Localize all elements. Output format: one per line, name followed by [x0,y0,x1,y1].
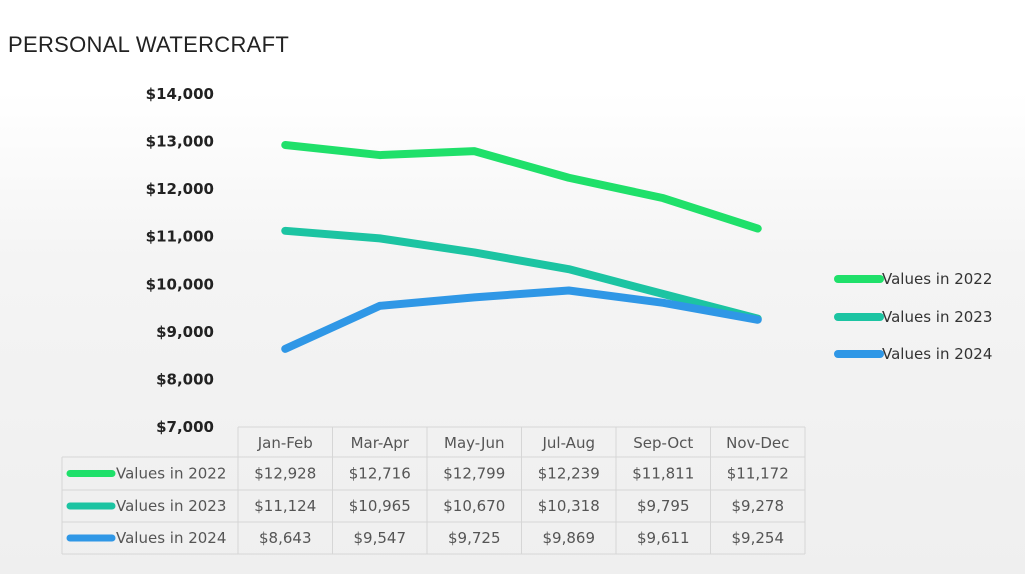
data-point [757,319,759,321]
data-point [379,154,381,156]
y-tick-label: $14,000 [146,85,214,103]
x-tick-label: Jan-Feb [257,434,313,452]
legend-label: Values in 2024 [882,345,992,363]
data-label: $11,124 [254,497,316,515]
data-table: Jan-Feb Mar-Apr May-Jun Jul-Aug Sep-Oct Nov-D… [61,426,806,555]
data-point [662,302,664,304]
data-point [662,197,664,199]
y-tick-label: $10,000 [146,275,214,293]
x-tick-label: Jul-Aug [542,434,595,452]
series-line-1 [281,226,762,323]
data-point [568,290,570,292]
data-label: $9,611 [637,529,690,547]
data-point [379,237,381,239]
data-point [473,150,475,152]
data-point [284,348,286,350]
data-label: $11,172 [727,465,789,483]
data-label: $8,643 [259,529,312,547]
data-point [662,293,664,295]
x-tick-label: Nov-Dec [726,434,789,452]
data-point [284,144,286,146]
series-line-2 [281,286,762,353]
data-point [568,177,570,179]
y-tick-label: $7,000 [156,418,214,436]
legend: Values in 2022 Values in 2023 Values in 20… [834,270,992,363]
data-point [473,296,475,298]
y-tick-label: $13,000 [146,133,214,151]
y-tick-label: $11,000 [146,228,214,246]
data-label: $12,239 [538,465,600,483]
data-label: $10,318 [538,497,600,515]
data-label: $9,254 [732,529,785,547]
x-tick-label: May-Jun [444,434,504,452]
data-label: $12,799 [443,465,505,483]
data-point [284,230,286,232]
data-label: $10,965 [349,497,411,515]
data-point [473,251,475,253]
series-lines [281,140,762,353]
legend-label: Values in 2023 [882,308,992,326]
data-label: $10,670 [443,497,505,515]
data-label: $9,795 [637,497,690,515]
data-point [757,228,759,230]
y-tick-label: $9,000 [156,323,214,341]
legend-label: Values in 2022 [882,270,992,288]
data-label: $9,869 [543,529,596,547]
table-series-label: Values in 2022 [116,465,226,483]
table-series-label: Values in 2023 [116,497,226,515]
x-tick-label: Mar-Apr [351,434,410,452]
data-label: $9,547 [354,529,407,547]
data-label: $12,928 [254,465,316,483]
y-tick-label: $8,000 [156,370,214,388]
data-point [568,268,570,270]
y-tick-label: $12,000 [146,180,214,198]
plot-background [0,92,1025,574]
series-line-0 [281,140,762,233]
data-label: $11,811 [632,465,694,483]
data-label: $9,725 [448,529,501,547]
chart-title: PERSONAL WATERCRAFT [8,32,290,57]
data-label: $9,278 [732,497,785,515]
table-series-label: Values in 2024 [116,529,226,547]
x-tick-label: Sep-Oct [633,434,693,452]
data-point [379,305,381,307]
y-axis: $14,000 $13,000 $12,000 $11,000 $10,000 $9,00… [146,85,214,436]
data-label: $12,716 [349,465,411,483]
